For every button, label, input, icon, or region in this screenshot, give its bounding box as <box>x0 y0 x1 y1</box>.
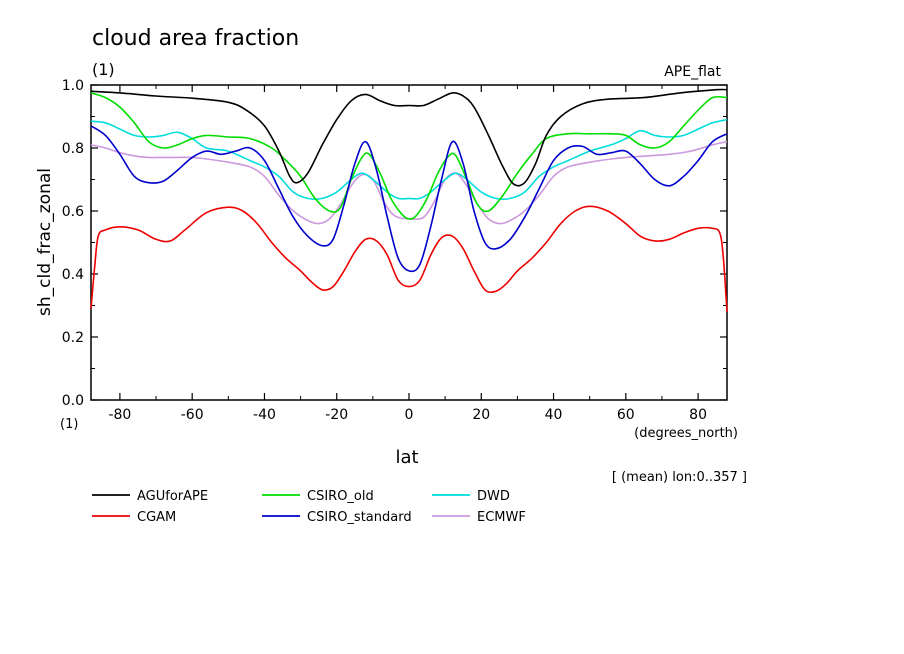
x-tick-label: 80 <box>689 407 707 423</box>
legend-label-ecmwf: ECMWF <box>477 510 526 525</box>
y-tick-label: 1.0 <box>62 78 84 94</box>
legend-label-csiro-old: CSIRO_old <box>307 489 374 504</box>
y-tick-label: 0.8 <box>62 141 84 157</box>
plot-frame <box>90 84 728 401</box>
y-units-label: (1) <box>60 417 78 432</box>
series-line-cgam <box>90 205 728 312</box>
y-tick-label: 0.4 <box>62 267 84 283</box>
y-tick-label: 0.6 <box>62 204 84 220</box>
series-line-csiro-old <box>90 92 728 220</box>
x-tick-label: 60 <box>617 407 635 423</box>
x-tick-label: -40 <box>253 407 276 423</box>
x-axis: -80 -60 -40 -20 0 20 40 60 80 <box>108 85 707 423</box>
series-line-aguforape <box>90 88 728 187</box>
chart-title: cloud area fraction <box>92 26 299 51</box>
y-axis: 0.0 0.2 0.4 0.6 0.8 1.0 <box>62 78 727 409</box>
legend-label-cgam: CGAM <box>137 510 176 525</box>
series-line-ecmwf <box>90 140 728 225</box>
x-tick-label: -80 <box>108 407 131 423</box>
x-axis-label: lat <box>395 447 418 468</box>
series-line-dwd <box>90 118 728 201</box>
x-units-label: (degrees_north) <box>634 426 738 441</box>
legend-label-aguforape: AGUforAPE <box>137 489 208 504</box>
averaging-note: [ (mean) lon:0..357 ] <box>612 470 747 485</box>
experiment-label: APE_flat <box>664 64 721 80</box>
y-axis-label: sh_cld_frac_zonal <box>35 168 55 316</box>
x-tick-label: 0 <box>405 407 414 423</box>
x-tick-label: -60 <box>181 407 204 423</box>
legend-label-dwd: DWD <box>477 489 510 504</box>
x-tick-label: -20 <box>325 407 348 423</box>
series-lines <box>90 88 728 312</box>
legend: AGUforAPE CGAM CSIRO_old CSIRO_standard DWD E… <box>92 489 526 525</box>
chart-subtitle: (1) <box>92 60 115 79</box>
y-tick-label: 0.2 <box>62 330 84 346</box>
x-tick-label: 20 <box>472 407 490 423</box>
x-tick-label: 40 <box>545 407 563 423</box>
series-line-csiro-standard <box>90 125 728 273</box>
legend-label-csiro-standard: CSIRO_standard <box>307 510 412 525</box>
y-tick-label: 0.0 <box>62 393 84 409</box>
